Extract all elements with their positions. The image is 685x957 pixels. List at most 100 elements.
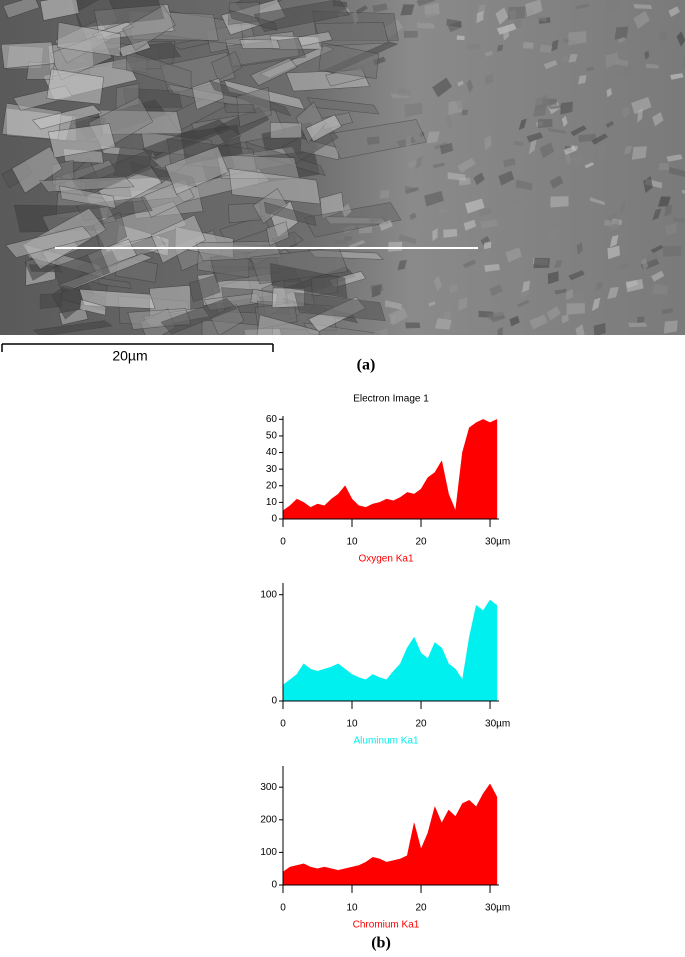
texture xyxy=(489,284,503,297)
texture xyxy=(443,310,452,322)
texture xyxy=(643,176,653,194)
texture xyxy=(598,144,606,161)
texture xyxy=(518,118,527,131)
texture xyxy=(586,66,594,72)
y-tick-label: 40 xyxy=(266,447,278,458)
texture xyxy=(473,172,485,186)
texture xyxy=(637,316,645,323)
texture xyxy=(223,103,256,113)
y-tick-label: 0 xyxy=(271,514,277,525)
texture xyxy=(457,80,464,87)
texture xyxy=(485,73,494,86)
texture xyxy=(490,314,506,323)
x-tick-label: 10 xyxy=(346,537,358,548)
y-tick-label: 30 xyxy=(266,464,278,475)
texture xyxy=(641,257,649,271)
texture xyxy=(591,297,601,311)
texture xyxy=(596,281,603,291)
texture xyxy=(456,35,465,40)
texture xyxy=(11,146,63,194)
texture xyxy=(462,259,477,269)
y-tick-label: 60 xyxy=(266,414,278,425)
texture xyxy=(270,263,348,299)
texture xyxy=(420,231,425,243)
texture xyxy=(405,135,412,149)
texture xyxy=(568,31,587,46)
texture xyxy=(32,320,113,335)
texture xyxy=(606,88,612,98)
texture xyxy=(484,264,500,272)
texture xyxy=(550,196,569,208)
texture xyxy=(549,175,564,189)
texture xyxy=(405,285,415,291)
texture xyxy=(578,75,587,85)
texture xyxy=(355,5,368,15)
texture xyxy=(410,86,421,93)
texture xyxy=(503,158,516,168)
texture xyxy=(303,202,402,238)
texture xyxy=(608,219,620,232)
texture xyxy=(39,0,80,21)
texture xyxy=(605,52,619,68)
texture xyxy=(505,247,522,263)
texture xyxy=(348,240,366,249)
y-tick-label: 0 xyxy=(271,880,277,891)
texture xyxy=(458,297,468,311)
texture xyxy=(525,0,543,17)
texture xyxy=(446,18,462,28)
texture xyxy=(433,276,442,292)
texture xyxy=(575,3,590,10)
texture xyxy=(414,156,423,170)
texture xyxy=(566,303,585,315)
texture xyxy=(305,114,343,143)
texture xyxy=(543,60,558,70)
texture xyxy=(341,203,352,218)
texture xyxy=(621,106,631,118)
texture xyxy=(652,283,669,296)
texture xyxy=(447,172,466,181)
texture xyxy=(618,263,630,270)
texture xyxy=(56,21,121,58)
texture xyxy=(480,236,490,246)
texture xyxy=(250,57,298,87)
texture xyxy=(188,274,221,303)
texture xyxy=(256,314,320,335)
texture xyxy=(2,0,40,19)
panel-label: (b) xyxy=(371,935,391,952)
texture xyxy=(418,13,437,25)
texture xyxy=(615,58,629,67)
texture xyxy=(445,113,453,131)
scale-label: 20µm xyxy=(112,348,147,364)
texture xyxy=(367,136,380,146)
texture xyxy=(537,119,553,129)
texture xyxy=(548,105,563,110)
texture xyxy=(379,220,393,231)
texture xyxy=(661,308,674,315)
x-tick-label: 0 xyxy=(280,719,286,730)
y-tick-label: 100 xyxy=(260,589,277,600)
texture xyxy=(31,104,102,130)
texture xyxy=(443,229,458,238)
texture xyxy=(229,9,278,31)
texture xyxy=(435,318,452,330)
texture xyxy=(673,217,685,223)
texture xyxy=(465,198,485,214)
texture xyxy=(294,292,386,322)
texture xyxy=(664,204,672,217)
texture xyxy=(467,43,480,49)
texture xyxy=(484,50,493,57)
texture xyxy=(97,277,132,289)
texture xyxy=(666,154,683,162)
texture xyxy=(631,146,647,160)
texture xyxy=(533,104,547,117)
texture xyxy=(352,9,359,26)
texture xyxy=(645,63,659,69)
texture xyxy=(663,245,682,257)
texture xyxy=(497,326,503,335)
texture xyxy=(263,201,317,227)
texture xyxy=(449,284,458,294)
texture xyxy=(657,196,671,207)
texture xyxy=(631,96,652,115)
texture xyxy=(576,242,583,255)
